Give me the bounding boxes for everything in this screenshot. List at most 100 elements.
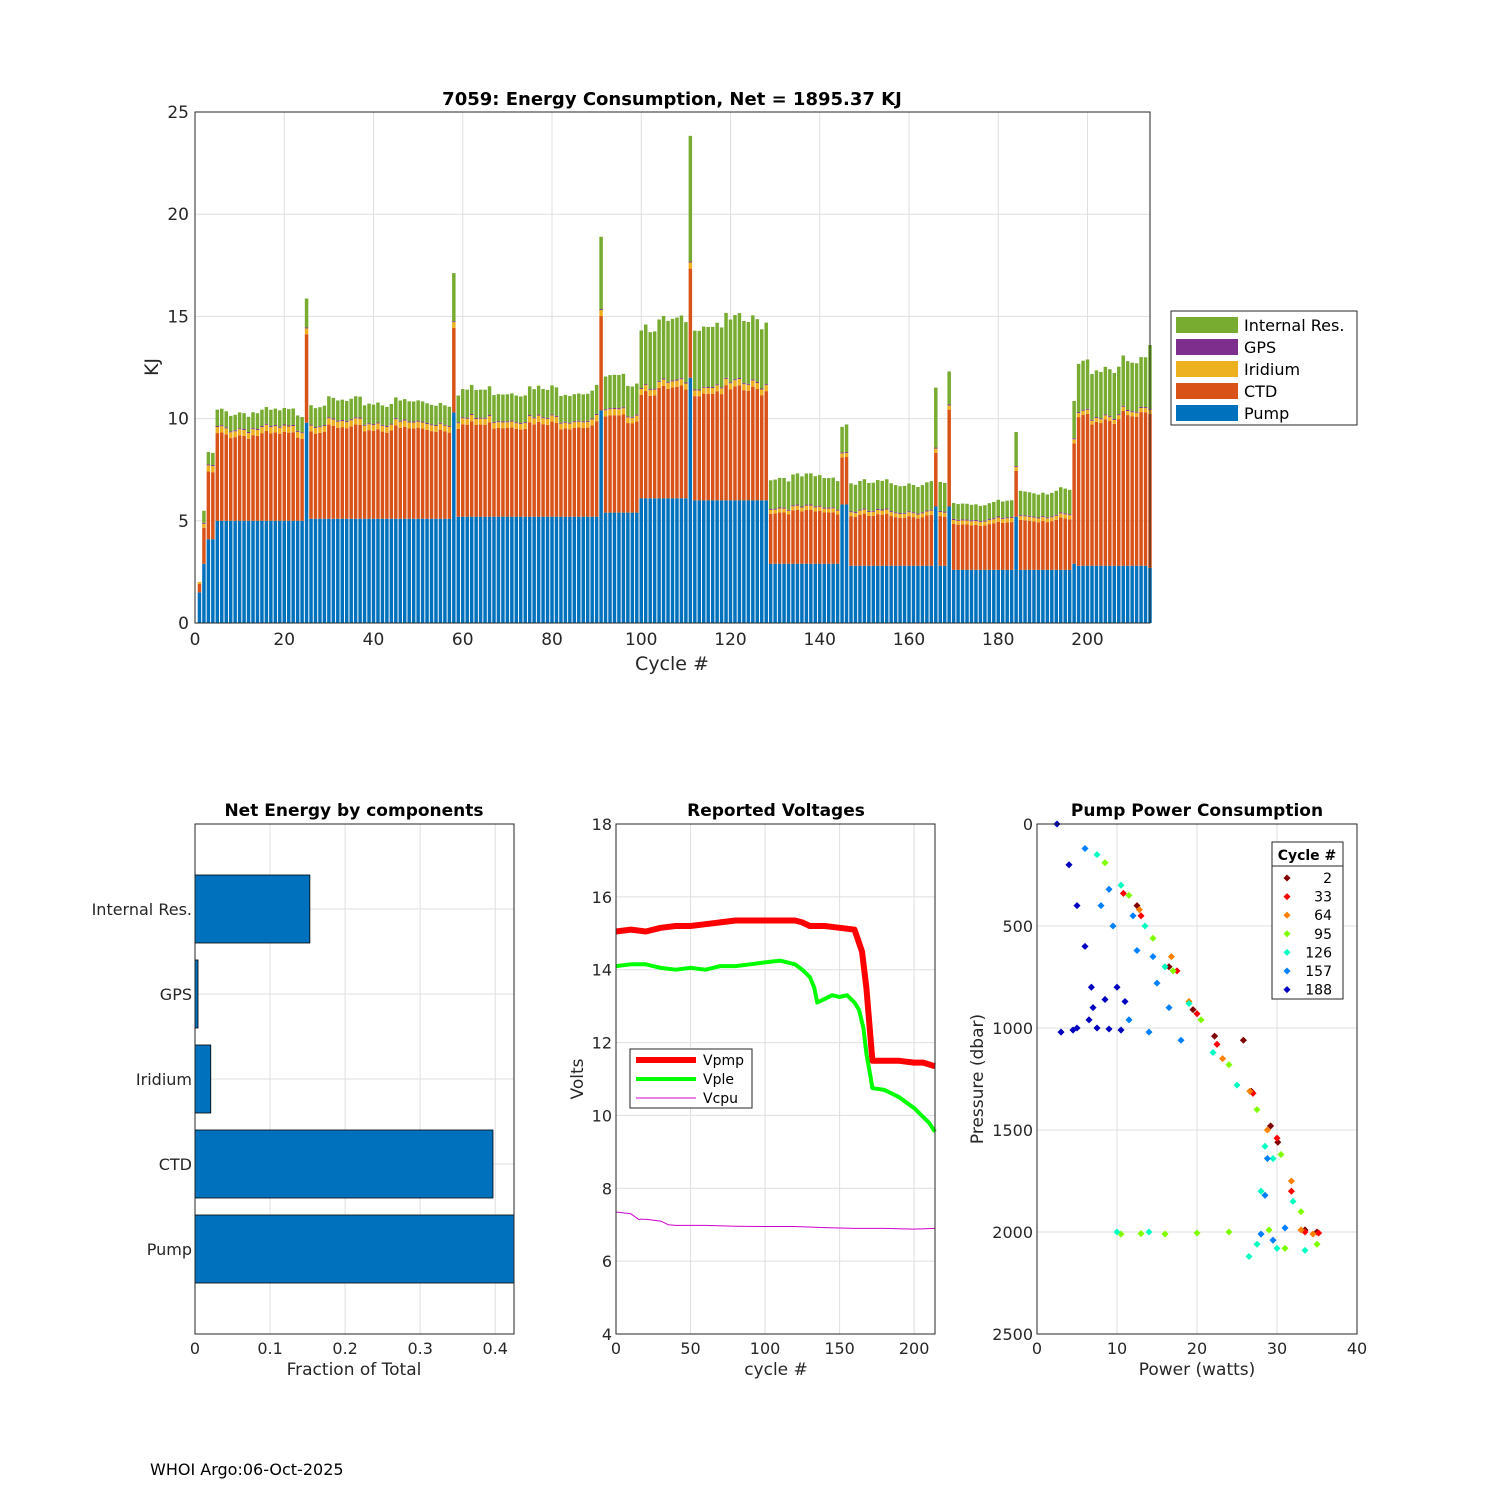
x-tick-label: 120 [714,630,746,650]
bar-gps [278,426,282,428]
bar-internal [1108,369,1112,417]
bar-pump [1081,565,1085,623]
y-tick-label: Iridium [136,1070,192,1089]
bar-internal [291,408,295,425]
bar-internal [206,452,211,465]
bar-gps [394,418,398,420]
bar-pump [403,518,407,623]
bar-iridium [599,310,603,317]
energy-x-axis-label: Cycle # [635,653,709,675]
bar-ctd [719,394,724,501]
bar-gps [536,414,541,416]
bar-ctd [523,428,527,517]
point-cycle-188 [1101,995,1109,1003]
bar-iridium [889,512,893,517]
bar-iridium [1112,419,1117,424]
bar-internal [1117,366,1121,415]
bar-ctd [996,521,1001,570]
bar-gps [1121,405,1125,407]
bar-internal [987,503,992,520]
bar-iridium [630,417,635,424]
bar-gps [1085,408,1090,410]
bar-iridium [916,514,920,519]
y-tick-label: Pump [147,1240,192,1259]
bar-ctd [1072,443,1076,564]
pump-power-tick-labels: 0 10 20 30 40 0 500 1000 1500 2000 2500 [992,815,1367,1358]
bar-ctd [559,429,563,517]
point-cycle-188 [1073,902,1081,910]
bar-internal [884,479,889,509]
bar-internal [889,483,893,512]
bar-iridium [715,385,719,392]
bar-internal [706,326,710,388]
bar-iridium [742,384,746,391]
bar-ctd [416,427,420,519]
bar-gps [1009,516,1014,518]
point-cycle-95 [1149,934,1157,942]
bar-iridium [639,389,644,395]
legend-swatch-gps [1176,339,1238,355]
bar-iridium [608,409,612,416]
bar-gps [545,417,550,419]
bar-iridium [550,415,554,422]
bar-gps [202,522,206,524]
voltages-lines [615,917,937,1230]
bar-internal [1130,362,1134,412]
bar-iridium [1059,513,1063,518]
bar-internal [916,486,920,514]
bar-ctd [331,425,336,519]
bar-internal [322,405,327,425]
bar-ctd [327,424,331,519]
bar-ctd [1023,520,1027,570]
bar-gps [737,377,742,379]
bar-gps [380,424,385,426]
bar-gps [331,418,336,420]
bar-internal [791,474,795,506]
bar-pump [652,498,657,623]
bar-pump [228,520,233,623]
bar-iridium [934,448,938,453]
bar-gps [1103,414,1108,416]
bar-internal [273,408,278,426]
bar-gps [960,519,965,521]
bar-internal [367,403,371,424]
bar-internal [684,322,688,383]
bar-ctd [202,527,206,564]
bar-iridium [965,520,969,525]
bar-ctd [211,472,215,540]
bar-pump [1108,565,1112,623]
bar-internal [594,384,599,414]
bar-gps [742,383,746,385]
bar-gps [876,508,880,511]
bar-ctd [233,437,237,521]
bar-pump [581,516,585,623]
bar-iridium [568,423,572,430]
bar-iridium [1027,516,1032,521]
bar-pump [751,500,755,623]
bar-gps [447,425,452,427]
y-tick-label: 12 [592,1034,612,1053]
bar-internal [1005,500,1009,518]
bar-ctd [1125,415,1130,566]
bar-iridium [416,421,420,428]
bar-internal [202,510,206,523]
bar-internal [701,326,706,387]
point-cycle-157 [1145,1028,1153,1036]
y-tick-label: CTD [159,1155,192,1174]
point-cycle-95 [1253,1106,1261,1114]
legend-swatch-pump [1176,405,1238,421]
net-energy-title: Net Energy by components [224,801,483,821]
bar-internal [411,401,416,422]
y-tick-label: 1000 [992,1019,1033,1038]
bar-ctd [947,409,951,507]
bar-pump [960,569,965,623]
bar-internal [737,313,742,378]
y-tick-label: 5 [178,512,189,532]
bar-iridium [590,419,594,426]
bar-gps [1139,406,1143,408]
voltages-tick-labels: 0 50 100 150 200 4 6 8 10 12 14 16 18 [592,815,930,1358]
bar-pump [822,563,826,623]
bar-gps [215,425,220,427]
bar-pump [710,500,715,623]
